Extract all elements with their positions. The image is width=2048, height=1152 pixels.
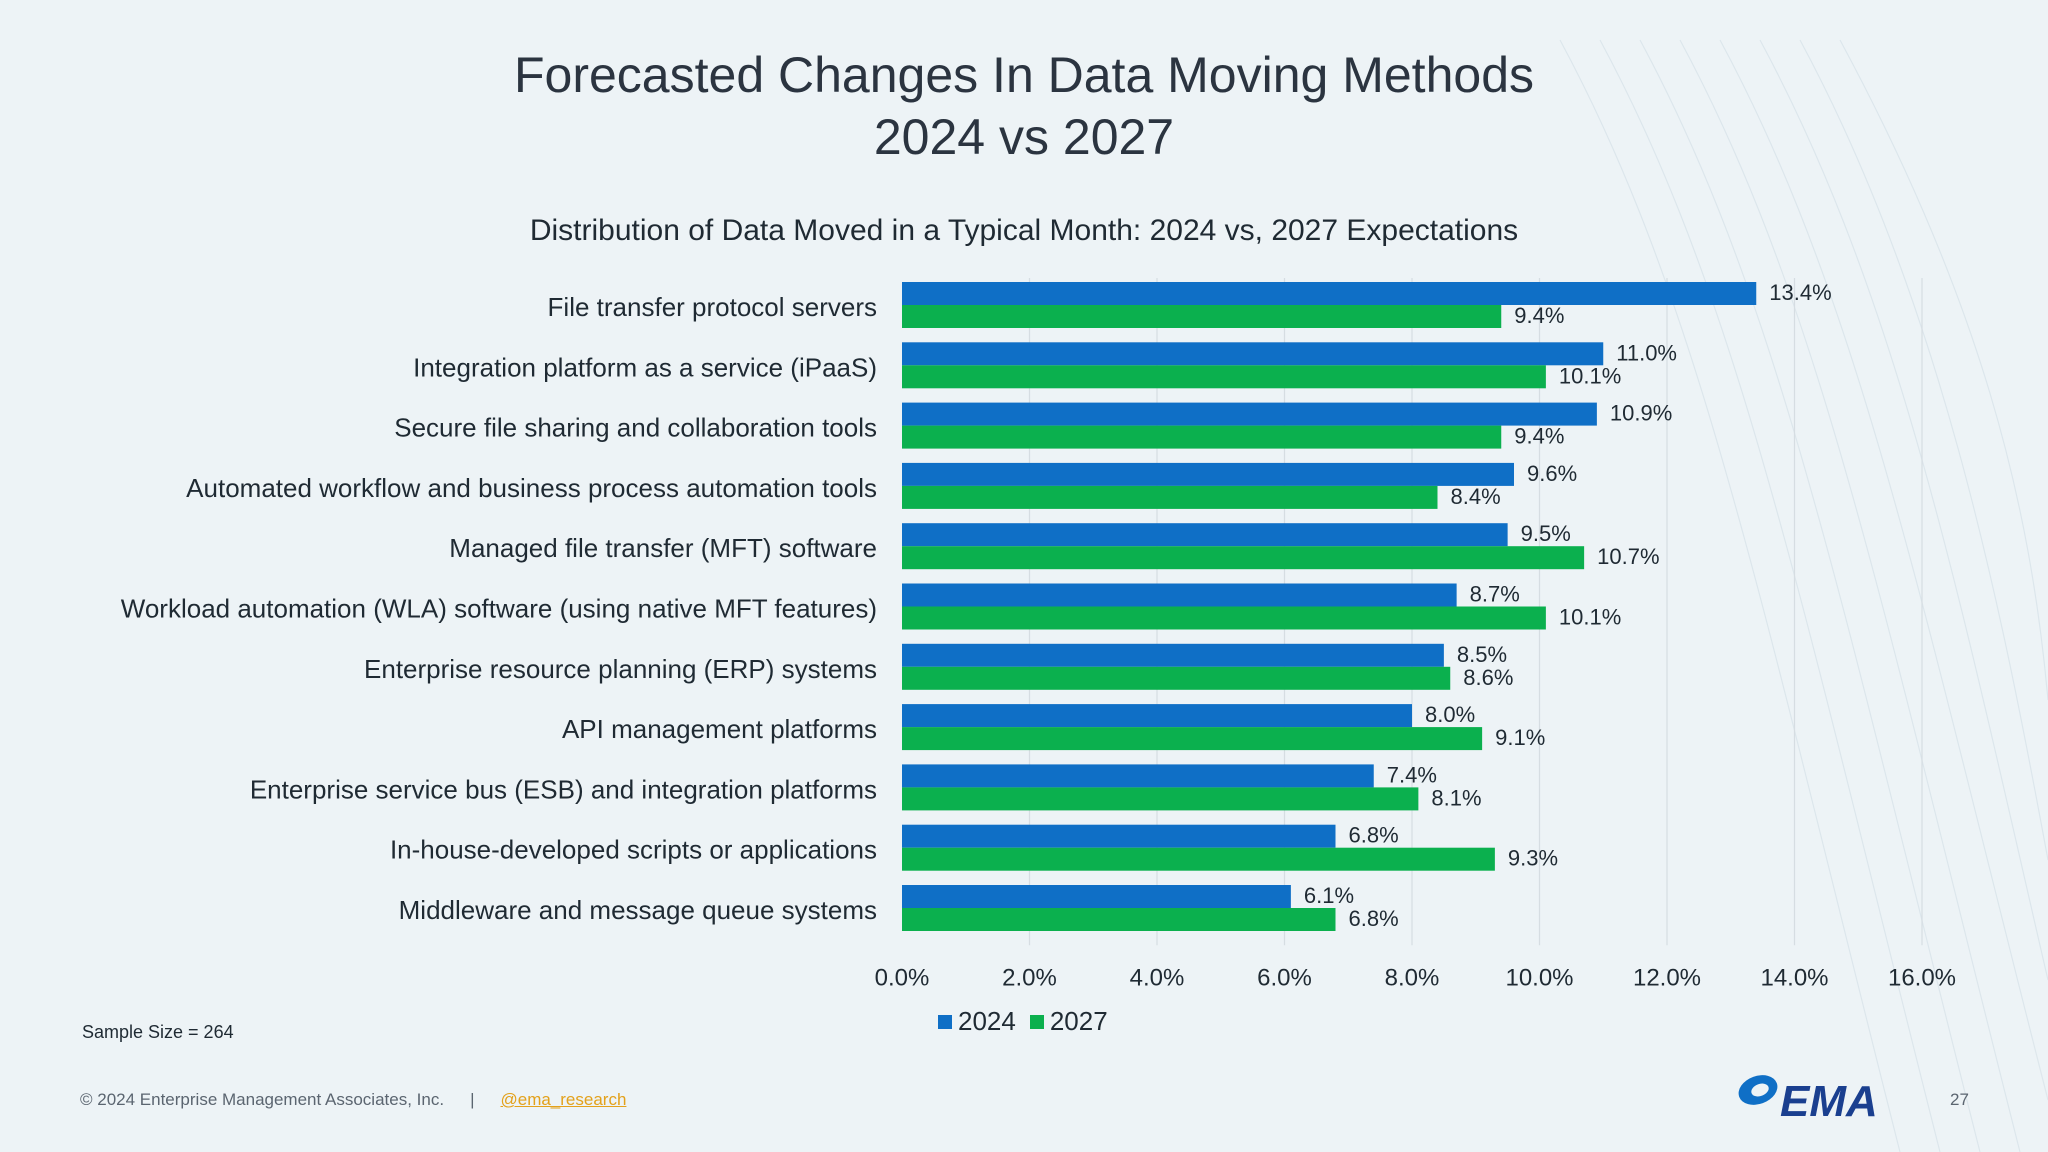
value-label-2027: 10.7% bbox=[1597, 544, 1659, 569]
bar-2027 bbox=[902, 787, 1419, 811]
bar-2024 bbox=[902, 704, 1412, 728]
bar-2027 bbox=[902, 365, 1546, 389]
bar-2024 bbox=[902, 824, 1336, 848]
bar-2024 bbox=[902, 764, 1374, 788]
legend-item-2027: 2027 bbox=[1029, 1006, 1108, 1037]
value-label-2024: 9.6% bbox=[1527, 461, 1577, 486]
value-label-2024: 6.1% bbox=[1304, 883, 1354, 908]
value-label-2027: 6.8% bbox=[1349, 906, 1399, 931]
logo-text: EMA bbox=[1780, 1077, 1878, 1126]
bar-2027 bbox=[902, 305, 1502, 328]
category-label: Integration platform as a service (iPaaS… bbox=[413, 352, 877, 382]
slide-title: Forecasted Changes In Data Moving Method… bbox=[0, 44, 2048, 168]
value-label-2024: 11.0% bbox=[1616, 340, 1677, 365]
bar-2024 bbox=[902, 885, 1291, 908]
value-label-2027: 9.4% bbox=[1514, 303, 1564, 328]
x-tick-label: 6.0% bbox=[1257, 964, 1312, 991]
bar-2024 bbox=[902, 402, 1597, 426]
x-tick-label: 16.0% bbox=[1888, 964, 1956, 991]
value-label-2027: 10.1% bbox=[1559, 605, 1621, 630]
sample-size-note: Sample Size = 264 bbox=[82, 1022, 234, 1042]
value-label-2027: 8.1% bbox=[1431, 785, 1481, 810]
x-tick-label: 2.0% bbox=[1002, 964, 1057, 991]
x-tick-label: 14.0% bbox=[1760, 964, 1828, 991]
category-label: Managed file transfer (MFT) software bbox=[449, 533, 877, 563]
value-label-2024: 9.5% bbox=[1521, 521, 1571, 546]
value-label-2024: 8.5% bbox=[1457, 642, 1507, 667]
legend-swatch-2024 bbox=[938, 1014, 952, 1029]
bar-2027 bbox=[902, 485, 1438, 509]
bar-2027 bbox=[902, 847, 1495, 871]
bar-2027 bbox=[902, 666, 1451, 690]
x-tick-label: 0.0% bbox=[875, 964, 930, 991]
ema-logo: EMA bbox=[1738, 1075, 1878, 1126]
bar-2027 bbox=[902, 727, 1483, 751]
value-label-2024: 13.4% bbox=[1769, 280, 1831, 305]
x-tick-label: 10.0% bbox=[1505, 964, 1573, 991]
bar-2024 bbox=[902, 462, 1514, 486]
value-label-2027: 8.4% bbox=[1451, 484, 1501, 509]
category-label: Secure file sharing and collaboration to… bbox=[394, 413, 877, 443]
x-tick-label: 12.0% bbox=[1633, 964, 1701, 991]
category-label: Workload automation (WLA) software (usin… bbox=[121, 594, 877, 624]
title-line-2: 2024 vs 2027 bbox=[873, 109, 1175, 165]
bar-2027 bbox=[902, 606, 1546, 630]
legend-label-2027: 2027 bbox=[1049, 1006, 1108, 1036]
value-label-2024: 8.7% bbox=[1470, 582, 1520, 607]
footer-separator: | bbox=[470, 1090, 475, 1109]
legend-item-2024: 2024 bbox=[938, 1006, 1016, 1037]
bar-2024 bbox=[902, 282, 1757, 305]
bar-2027 bbox=[902, 908, 1336, 931]
value-label-2027: 9.4% bbox=[1514, 424, 1564, 449]
footer: © 2024 Enterprise Management Associates,… bbox=[80, 1090, 626, 1110]
legend-swatch-2027 bbox=[1029, 1014, 1044, 1029]
category-label: File transfer protocol servers bbox=[548, 292, 877, 322]
value-label-2024: 10.9% bbox=[1610, 401, 1672, 426]
value-label-2024: 8.0% bbox=[1425, 702, 1475, 727]
bar-2024 bbox=[902, 523, 1508, 547]
value-label-2027: 10.1% bbox=[1559, 363, 1621, 388]
category-label: Enterprise resource planning (ERP) syste… bbox=[364, 654, 877, 684]
bar-2027 bbox=[902, 546, 1585, 570]
legend-label-2024: 2024 bbox=[958, 1006, 1016, 1036]
x-tick-label: 8.0% bbox=[1385, 964, 1440, 991]
copyright-text: © 2024 Enterprise Management Associates,… bbox=[80, 1090, 445, 1109]
x-tick-label: 4.0% bbox=[1130, 964, 1185, 991]
page-number: 27 bbox=[1950, 1090, 1969, 1109]
category-label: API management platforms bbox=[562, 714, 877, 744]
bar-2024 bbox=[902, 342, 1604, 366]
value-label-2027: 9.1% bbox=[1495, 725, 1545, 750]
bar-2027 bbox=[902, 425, 1502, 449]
bar-2024 bbox=[902, 643, 1444, 667]
category-label: Middleware and message queue systems bbox=[399, 895, 877, 925]
category-label: In-house-developed scripts or applicatio… bbox=[390, 835, 877, 865]
value-label-2027: 9.3% bbox=[1508, 846, 1558, 871]
chart-subtitle: Distribution of Data Moved in a Typical … bbox=[529, 214, 1519, 247]
value-label-2024: 7.4% bbox=[1387, 762, 1437, 787]
value-label-2027: 8.6% bbox=[1463, 665, 1513, 690]
category-label: Automated workflow and business process … bbox=[186, 473, 877, 503]
value-label-2024: 6.8% bbox=[1349, 823, 1399, 848]
category-label: Enterprise service bus (ESB) and integra… bbox=[250, 774, 877, 804]
twitter-link[interactable]: @ema_research bbox=[500, 1090, 627, 1109]
bar-2024 bbox=[902, 583, 1457, 607]
title-line-1: Forecasted Changes In Data Moving Method… bbox=[514, 47, 1534, 103]
chart-legend: 2024 2027 bbox=[938, 1006, 1108, 1037]
